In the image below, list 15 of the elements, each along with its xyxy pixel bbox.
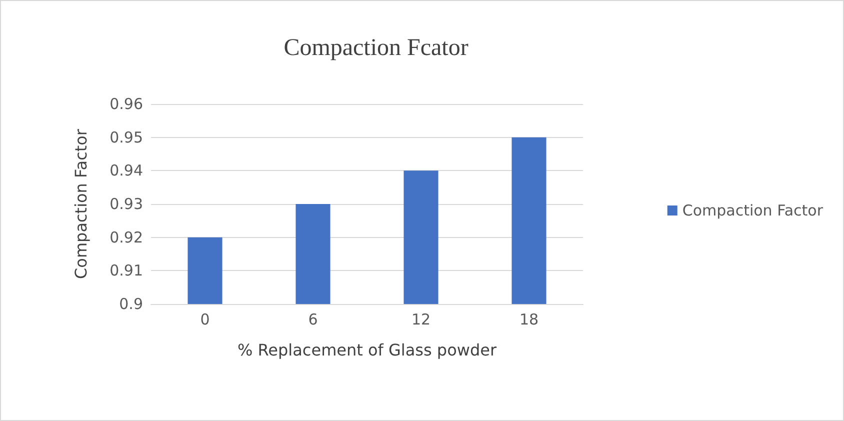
chart-title: Compaction Fcator — [284, 35, 468, 61]
y-axis-title: Compaction Factor — [72, 128, 90, 280]
y-tick-label: 0.92 — [110, 228, 143, 246]
y-tick-label: 0.93 — [110, 195, 143, 213]
y-tick-label: 0.9 — [119, 295, 143, 313]
legend-label: Compaction Factor — [682, 202, 824, 220]
x-axis-title: % Replacement of Glass powder — [237, 340, 497, 360]
y-tick-label: 0.94 — [110, 162, 143, 180]
x-tick-label: 6 — [308, 310, 318, 328]
x-tick-label: 12 — [411, 310, 431, 328]
y-tick-label: 0.95 — [110, 128, 143, 146]
x-tick-label: 18 — [519, 310, 539, 328]
y-tick-label: 0.91 — [110, 262, 143, 280]
x-tick-label: 0 — [200, 310, 210, 328]
y-tick-label: 0.96 — [110, 95, 143, 113]
